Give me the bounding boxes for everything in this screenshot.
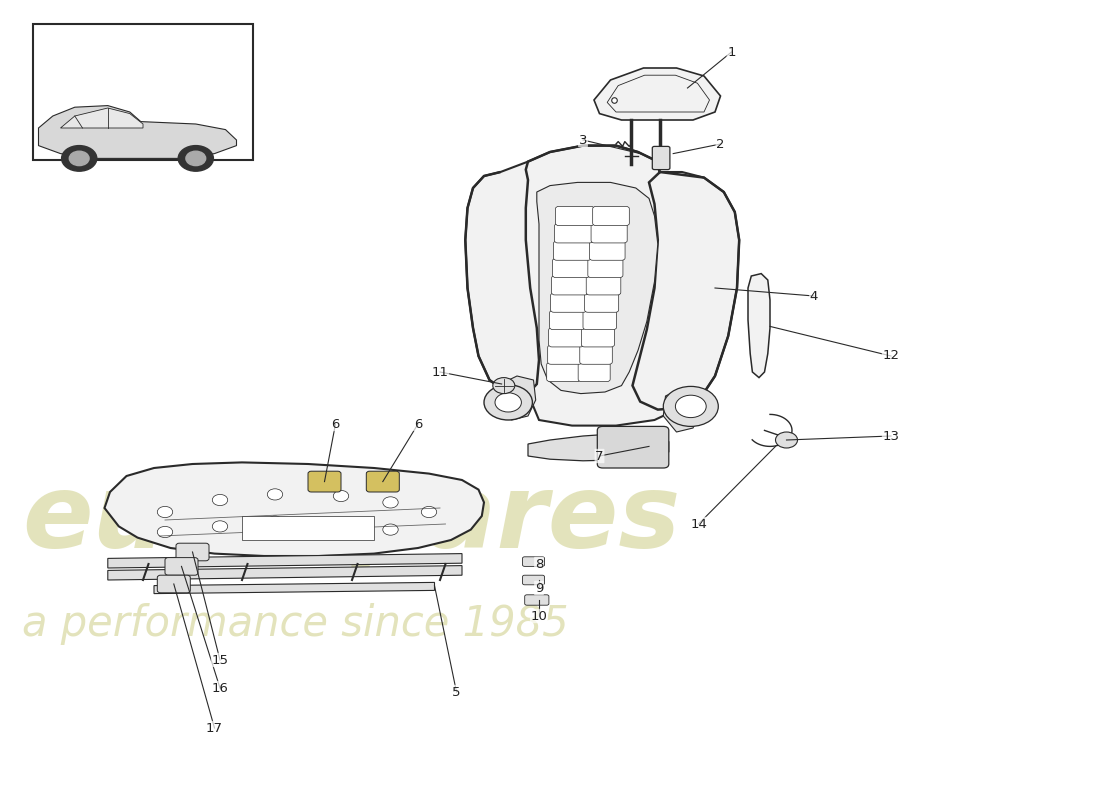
FancyBboxPatch shape <box>176 543 209 561</box>
Circle shape <box>671 404 693 420</box>
FancyBboxPatch shape <box>157 575 190 593</box>
Polygon shape <box>748 274 770 378</box>
Text: a performance since 1985: a performance since 1985 <box>22 603 569 645</box>
Text: 6: 6 <box>414 418 422 430</box>
Polygon shape <box>154 582 434 594</box>
Text: eurospares: eurospares <box>22 470 681 570</box>
FancyBboxPatch shape <box>551 293 586 312</box>
FancyBboxPatch shape <box>552 258 590 278</box>
FancyBboxPatch shape <box>554 224 593 243</box>
FancyBboxPatch shape <box>548 345 582 364</box>
Circle shape <box>62 146 97 171</box>
Polygon shape <box>108 566 462 580</box>
Circle shape <box>776 432 798 448</box>
FancyBboxPatch shape <box>525 595 549 605</box>
Text: 7: 7 <box>595 450 604 462</box>
Circle shape <box>267 489 283 500</box>
Circle shape <box>178 146 213 171</box>
FancyBboxPatch shape <box>308 471 341 492</box>
FancyBboxPatch shape <box>551 276 588 295</box>
Circle shape <box>157 506 173 518</box>
Circle shape <box>212 494 228 506</box>
FancyBboxPatch shape <box>366 471 399 492</box>
Text: 6: 6 <box>331 418 340 430</box>
FancyBboxPatch shape <box>556 206 594 226</box>
Text: 12: 12 <box>882 350 900 362</box>
Circle shape <box>69 151 89 166</box>
Circle shape <box>421 506 437 518</box>
Text: 3: 3 <box>579 134 587 146</box>
FancyBboxPatch shape <box>582 328 615 347</box>
FancyBboxPatch shape <box>553 241 591 260</box>
FancyBboxPatch shape <box>165 558 198 575</box>
Circle shape <box>663 386 718 426</box>
FancyBboxPatch shape <box>522 575 544 585</box>
Circle shape <box>383 524 398 535</box>
Text: 16: 16 <box>211 682 229 694</box>
Text: 8: 8 <box>535 558 543 570</box>
Polygon shape <box>594 68 720 120</box>
Circle shape <box>493 378 515 394</box>
Polygon shape <box>498 376 536 420</box>
FancyBboxPatch shape <box>587 258 623 278</box>
Text: 14: 14 <box>690 518 707 530</box>
FancyBboxPatch shape <box>547 362 581 382</box>
Text: 4: 4 <box>810 290 818 302</box>
Circle shape <box>484 385 532 420</box>
Text: 13: 13 <box>882 430 900 442</box>
Polygon shape <box>537 182 658 394</box>
Circle shape <box>186 151 206 166</box>
FancyBboxPatch shape <box>584 293 618 312</box>
FancyBboxPatch shape <box>586 276 620 295</box>
Text: 5: 5 <box>452 686 461 698</box>
FancyBboxPatch shape <box>652 146 670 170</box>
FancyBboxPatch shape <box>583 310 616 330</box>
Circle shape <box>333 490 349 502</box>
Circle shape <box>157 526 173 538</box>
Polygon shape <box>60 108 143 128</box>
Polygon shape <box>242 516 374 540</box>
FancyBboxPatch shape <box>597 426 669 468</box>
Circle shape <box>333 518 349 529</box>
Polygon shape <box>465 146 739 426</box>
Polygon shape <box>104 462 484 556</box>
Text: 11: 11 <box>431 366 449 378</box>
FancyBboxPatch shape <box>522 557 544 566</box>
Text: 2: 2 <box>716 138 725 150</box>
Circle shape <box>267 516 283 527</box>
Polygon shape <box>108 554 462 568</box>
FancyBboxPatch shape <box>591 224 627 243</box>
Text: 17: 17 <box>206 722 223 734</box>
Bar <box>33 24 253 160</box>
FancyBboxPatch shape <box>550 310 585 330</box>
FancyBboxPatch shape <box>593 206 629 226</box>
Polygon shape <box>39 106 236 158</box>
Circle shape <box>212 521 228 532</box>
Text: 9: 9 <box>535 582 543 594</box>
Circle shape <box>383 497 398 508</box>
Text: 1: 1 <box>727 46 736 58</box>
FancyBboxPatch shape <box>590 241 625 260</box>
FancyBboxPatch shape <box>579 362 610 382</box>
Circle shape <box>675 395 706 418</box>
Text: 15: 15 <box>211 654 229 666</box>
Text: 10: 10 <box>530 610 548 622</box>
FancyBboxPatch shape <box>549 328 584 347</box>
Circle shape <box>495 393 521 412</box>
FancyBboxPatch shape <box>580 345 613 364</box>
Polygon shape <box>528 434 669 461</box>
Polygon shape <box>663 388 701 432</box>
Circle shape <box>506 392 528 408</box>
